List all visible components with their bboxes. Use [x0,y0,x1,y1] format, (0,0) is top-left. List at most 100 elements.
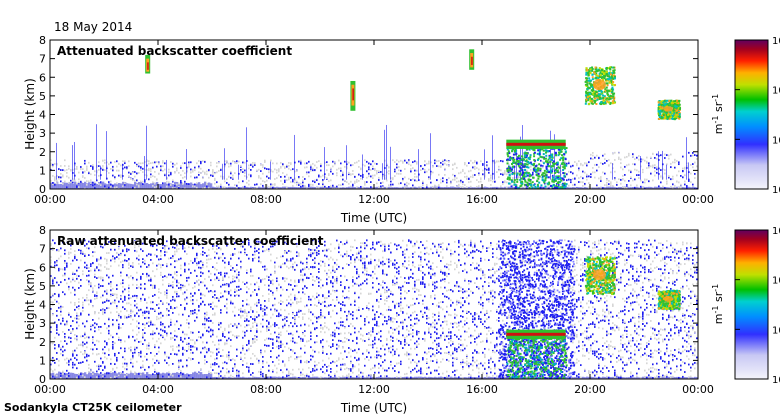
backscatter-pixel [156,248,158,251]
backscatter-pixel [254,164,256,167]
backscatter-pixel [204,359,206,362]
backscatter-pixel [128,248,130,251]
backscatter-pixel [204,171,206,174]
backscatter-pixel [112,324,114,327]
backscatter-pixel [660,169,662,171]
backscatter-pixel [154,285,156,287]
precip-pixel [542,172,545,175]
backscatter-pixel [612,185,614,187]
backscatter-pixel [90,265,92,267]
backscatter-pixel [442,163,444,166]
backscatter-pixel [154,370,156,373]
surface-signal [666,187,669,189]
backscatter-pixel [128,347,130,350]
precip-pixel [537,149,540,152]
cloud-pixel [610,72,613,75]
backscatter-pixel [188,326,190,329]
backscatter-pixel [154,275,156,278]
backscatter-pixel [574,177,576,180]
backscatter-pixel [458,172,460,175]
backscatter-pixel [182,331,184,334]
backscatter-pixel [236,184,238,187]
backscatter-pixel [96,292,98,295]
backscatter-pixel [74,357,76,360]
backscatter-pixel [150,173,152,176]
backscatter-pixel [212,175,214,177]
surface-signal [638,187,641,189]
backscatter-pixel [148,253,150,256]
backscatter-pixel [122,260,124,263]
cloud-core [592,79,606,91]
backscatter-pixel [162,335,164,337]
backscatter-pixel [174,272,176,275]
backscatter-pixel [112,336,114,339]
backscatter-pixel [122,371,124,373]
surface-signal [446,187,449,189]
precip-pixel [551,170,554,173]
backscatter-pixel [474,160,476,162]
backscatter-pixel [196,347,198,350]
surface-signal [170,373,173,379]
backscatter-pixel [554,179,556,182]
backscatter-pixel [470,169,472,172]
backscatter-pixel [174,184,176,187]
surface-signal [188,183,191,189]
precip-pixel [549,169,552,172]
backscatter-pixel [156,318,158,321]
backscatter-pixel [292,180,294,183]
surface-signal [524,187,527,189]
backscatter-pixel [56,264,58,267]
backscatter-pixel [132,186,134,189]
backscatter-pixel [296,180,298,183]
backscatter-pixel [150,323,152,326]
backscatter-pixel [84,376,86,379]
backscatter-pixel [628,179,630,182]
backscatter-pixel [156,178,158,181]
backscatter-pixel [120,341,122,344]
backscatter-pixel [642,158,644,161]
surface-signal [186,373,189,379]
backscatter-pixel [90,300,92,303]
backscatter-pixel [356,179,358,181]
backscatter-pixel [152,333,154,336]
precip-pixel [533,169,536,172]
backscatter-pixel [230,171,232,173]
backscatter-pixel [666,163,668,166]
backscatter-pixel [88,247,90,250]
backscatter-pixel [124,183,126,186]
backscatter-pixel [178,282,180,284]
backscatter-pixel [162,283,164,286]
backscatter-pixel [190,310,192,312]
backscatter-pixel [200,266,202,269]
backscatter-pixel [636,169,638,172]
backscatter-pixel [78,305,80,308]
backscatter-pixel [650,156,652,159]
backscatter-pixel [138,309,140,312]
backscatter-pixel [262,166,264,169]
backscatter-pixel [620,158,622,161]
backscatter-pixel [184,291,186,294]
backscatter-pixel [82,168,84,170]
backscatter-pixel [190,331,192,334]
backscatter-pixel [168,171,170,174]
backscatter-pixel [360,168,362,171]
backscatter-pixel [420,186,422,189]
backscatter-pixel [166,334,168,337]
surface-signal [62,182,65,189]
backscatter-pixel [128,257,130,260]
backscatter-pixel [588,186,590,189]
backscatter-pixel [220,185,222,188]
cloud-pixel [674,113,677,116]
backscatter-pixel [136,250,138,253]
backscatter-pixel [78,181,80,184]
backscatter-pixel [488,171,490,174]
backscatter-pixel [206,242,208,245]
backscatter-pixel [92,290,94,293]
backscatter-pixel [52,282,54,285]
backscatter-pixel [192,170,194,173]
backscatter-pixel [132,266,134,268]
surface-signal [504,186,507,189]
backscatter-pixel [558,184,560,186]
backscatter-pixel [172,349,174,352]
surface-signal [294,187,297,189]
